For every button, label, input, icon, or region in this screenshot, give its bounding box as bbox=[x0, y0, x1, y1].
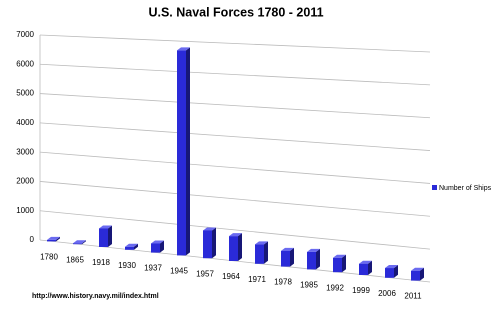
bar bbox=[229, 236, 238, 261]
bar bbox=[99, 228, 108, 247]
x-tick-label: 1985 bbox=[300, 281, 318, 290]
grid-line bbox=[40, 64, 430, 85]
bar-side bbox=[108, 225, 112, 247]
bar-side bbox=[186, 47, 190, 255]
x-tick-label: 1964 bbox=[222, 272, 240, 281]
y-tick-label: 7000 bbox=[16, 30, 34, 39]
x-tick-label: 1945 bbox=[170, 267, 188, 276]
bar-side bbox=[264, 241, 268, 263]
y-tick-label: 6000 bbox=[16, 59, 34, 68]
grid-line bbox=[40, 35, 430, 52]
grid-line bbox=[40, 123, 430, 151]
x-tick-label: 1918 bbox=[92, 258, 110, 267]
y-tick-label: 1000 bbox=[16, 206, 34, 215]
y-tick-label: 3000 bbox=[16, 147, 34, 156]
bar bbox=[359, 264, 368, 275]
bar bbox=[73, 243, 82, 244]
bar bbox=[385, 268, 394, 278]
x-tick-label: 1999 bbox=[352, 286, 370, 295]
grid-line bbox=[40, 94, 430, 118]
bar-side bbox=[342, 255, 346, 272]
y-tick-label: 2000 bbox=[16, 177, 34, 186]
x-tick-label: 1978 bbox=[274, 278, 292, 287]
chart-title: U.S. Naval Forces 1780 - 2011 bbox=[148, 5, 323, 19]
x-tick-label: 1957 bbox=[196, 269, 214, 278]
legend-label: Number of Ships bbox=[439, 185, 492, 192]
bar bbox=[177, 50, 186, 255]
bar bbox=[47, 240, 56, 241]
x-tick-label: 1780 bbox=[40, 253, 58, 262]
y-tick-label: 0 bbox=[30, 235, 35, 244]
grid-line bbox=[40, 181, 430, 216]
y-tick-label: 4000 bbox=[16, 118, 34, 127]
bar-side bbox=[212, 227, 216, 258]
bar bbox=[255, 244, 264, 263]
x-tick-label: 1937 bbox=[144, 264, 162, 273]
x-tick-label: 1992 bbox=[326, 283, 344, 292]
x-tick-label: 1865 bbox=[66, 255, 84, 264]
grid-line bbox=[40, 152, 430, 183]
x-tick-label: 1930 bbox=[118, 261, 136, 270]
bar bbox=[411, 271, 420, 281]
bar bbox=[281, 251, 290, 267]
bar bbox=[125, 247, 134, 250]
source: http://www.history.navy.mil/index.html bbox=[32, 293, 159, 300]
bar-side bbox=[290, 248, 294, 267]
bar bbox=[307, 252, 316, 269]
bar bbox=[203, 230, 212, 258]
chart: U.S. Naval Forces 1780 - 2011 http://www… bbox=[0, 0, 496, 311]
bar bbox=[333, 258, 342, 272]
x-tick-label: 2011 bbox=[404, 292, 422, 301]
x-tick-label: 1971 bbox=[248, 275, 266, 284]
bar-side bbox=[238, 233, 242, 261]
y-tick-label: 5000 bbox=[16, 89, 34, 98]
legend-swatch bbox=[432, 185, 437, 190]
bar-side bbox=[316, 249, 320, 269]
bar bbox=[151, 243, 160, 252]
x-tick-label: 2006 bbox=[378, 289, 396, 298]
